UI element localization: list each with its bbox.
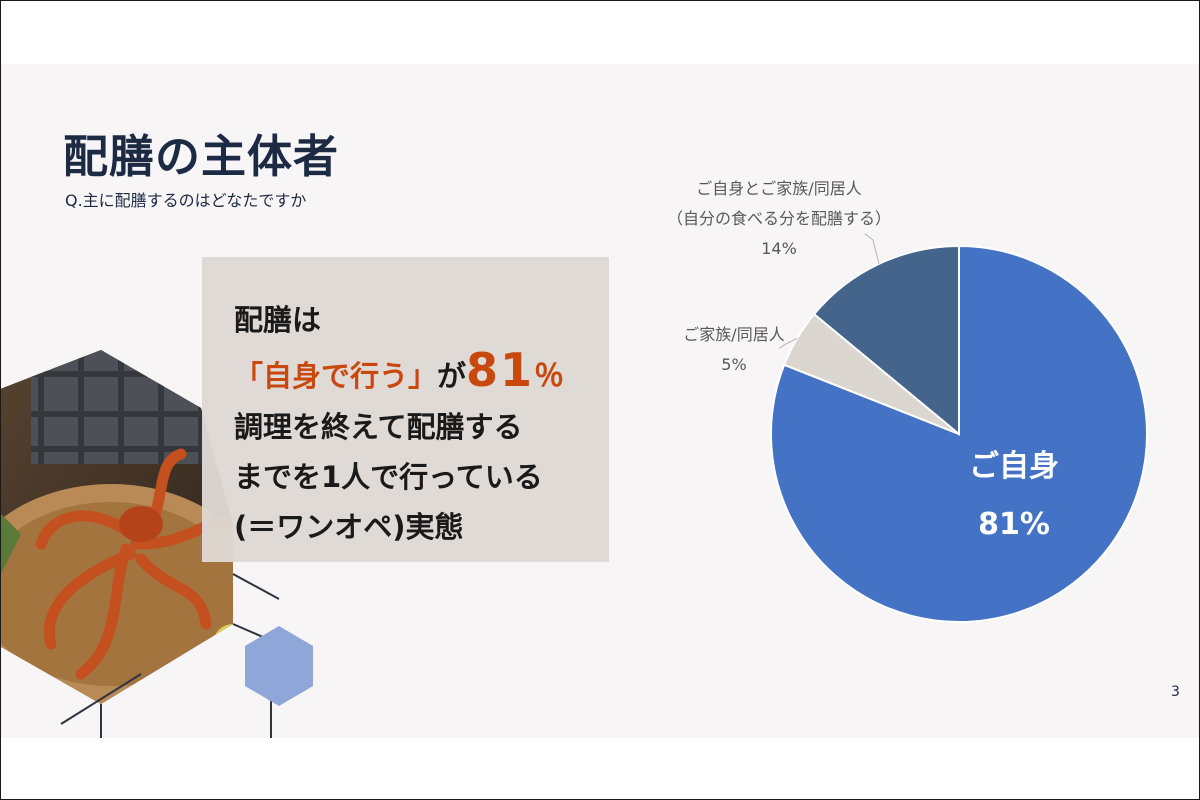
callout-connector: が — [437, 359, 467, 393]
callout-line-1: 配膳は — [234, 303, 322, 337]
callout-box: 配膳は 「自身で行う」が81％ 調理を終えて配膳する までを1人で行っている (… — [202, 257, 609, 562]
callout-line-3: 調理を終えて配膳する — [234, 410, 523, 444]
callout-number: 81 — [466, 343, 535, 397]
callout-line-4: までを1人で行っている — [234, 460, 543, 494]
pie-chart: ご自身 81% ご家族/同居人 5% ご自身とご家族/同居人 （自分の食べる分を配膳する）… — [667, 179, 1148, 623]
pie-label-both-line1: ご自身とご家族/同居人 — [696, 179, 861, 198]
pie-value-self: 81% — [978, 507, 1050, 542]
leader-line-both — [864, 233, 880, 265]
page-number: 3 — [1171, 684, 1180, 700]
slide: 配膳の主体者 Q.主に配膳するのはどなたですか — [1, 64, 1199, 738]
leader-line-family — [778, 337, 798, 349]
callout-line-2: 「自身で行う」が81％ — [234, 345, 564, 402]
pie-slice-2 — [812, 244, 960, 437]
pie-label-family: ご家族/同居人 — [683, 325, 784, 344]
callout-text: 配膳は 「自身で行う」が81％ 調理を終えて配膳する までを1人で行っている (… — [234, 295, 564, 552]
pie-value-both: 14% — [761, 239, 797, 258]
callout-line-5: (＝ワンオペ)実態 — [234, 510, 464, 544]
decoration — [1, 350, 313, 738]
pie-label-both-line2: （自分の食べる分を配膳する） — [667, 209, 891, 228]
callout-highlight: 「自身で行う」 — [234, 359, 438, 393]
pie-value-family: 5% — [721, 355, 746, 374]
hexagon-shape — [245, 626, 313, 706]
octopus-dish-photo-icon — [1, 350, 233, 704]
slide-title: 配膳の主体者 — [63, 130, 340, 183]
slide-subtitle: Q.主に配膳するのはどなたですか — [65, 191, 307, 210]
callout-percent: ％ — [534, 359, 565, 394]
pie-label-self: ご自身 — [969, 449, 1059, 484]
